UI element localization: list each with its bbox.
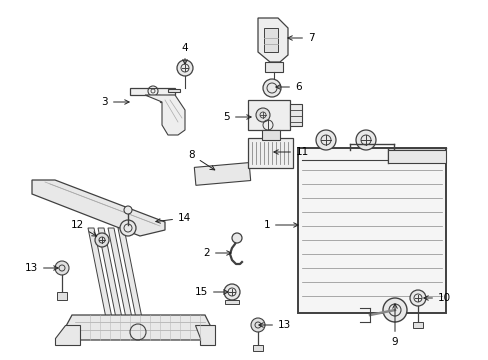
Polygon shape: [145, 95, 184, 135]
Bar: [247, 100, 289, 130]
Polygon shape: [224, 300, 239, 304]
Text: 12: 12: [71, 220, 97, 236]
Bar: [262, 130, 280, 140]
Polygon shape: [118, 228, 142, 318]
Circle shape: [382, 298, 406, 322]
Circle shape: [95, 233, 109, 247]
Polygon shape: [55, 325, 80, 345]
Circle shape: [120, 220, 136, 236]
Circle shape: [315, 130, 335, 150]
Text: 8: 8: [188, 150, 214, 170]
Bar: [297, 148, 445, 313]
Circle shape: [231, 233, 242, 243]
Polygon shape: [264, 28, 278, 52]
Circle shape: [55, 261, 69, 275]
Circle shape: [124, 206, 132, 214]
Bar: [194, 163, 250, 185]
Text: 7: 7: [287, 33, 314, 43]
Text: 2: 2: [203, 248, 231, 258]
Polygon shape: [88, 228, 112, 318]
Text: 10: 10: [423, 293, 450, 303]
Bar: [57, 292, 67, 300]
Text: 4: 4: [182, 43, 188, 64]
Bar: [264, 62, 283, 72]
Text: 13: 13: [258, 320, 291, 330]
Polygon shape: [32, 180, 164, 236]
Circle shape: [409, 290, 425, 306]
Text: 6: 6: [275, 82, 301, 92]
Text: 11: 11: [273, 147, 308, 157]
Circle shape: [263, 79, 281, 97]
Bar: [289, 104, 302, 126]
Polygon shape: [98, 228, 122, 318]
Text: 15: 15: [194, 287, 228, 297]
Circle shape: [177, 60, 193, 76]
Text: 3: 3: [101, 97, 129, 107]
Circle shape: [250, 318, 264, 332]
Text: 1: 1: [263, 220, 298, 230]
Bar: [252, 345, 263, 351]
Text: 14: 14: [156, 213, 191, 223]
Polygon shape: [65, 315, 209, 340]
Polygon shape: [130, 88, 175, 102]
Text: 13: 13: [25, 263, 58, 273]
Polygon shape: [168, 89, 180, 92]
Polygon shape: [108, 228, 132, 318]
Bar: [247, 138, 292, 168]
Bar: [412, 322, 422, 328]
Circle shape: [224, 284, 240, 300]
Circle shape: [256, 108, 269, 122]
Text: 5: 5: [223, 112, 251, 122]
Bar: [387, 150, 445, 163]
Circle shape: [355, 130, 375, 150]
Polygon shape: [258, 18, 287, 62]
Polygon shape: [195, 325, 215, 345]
Text: 9: 9: [391, 304, 398, 347]
